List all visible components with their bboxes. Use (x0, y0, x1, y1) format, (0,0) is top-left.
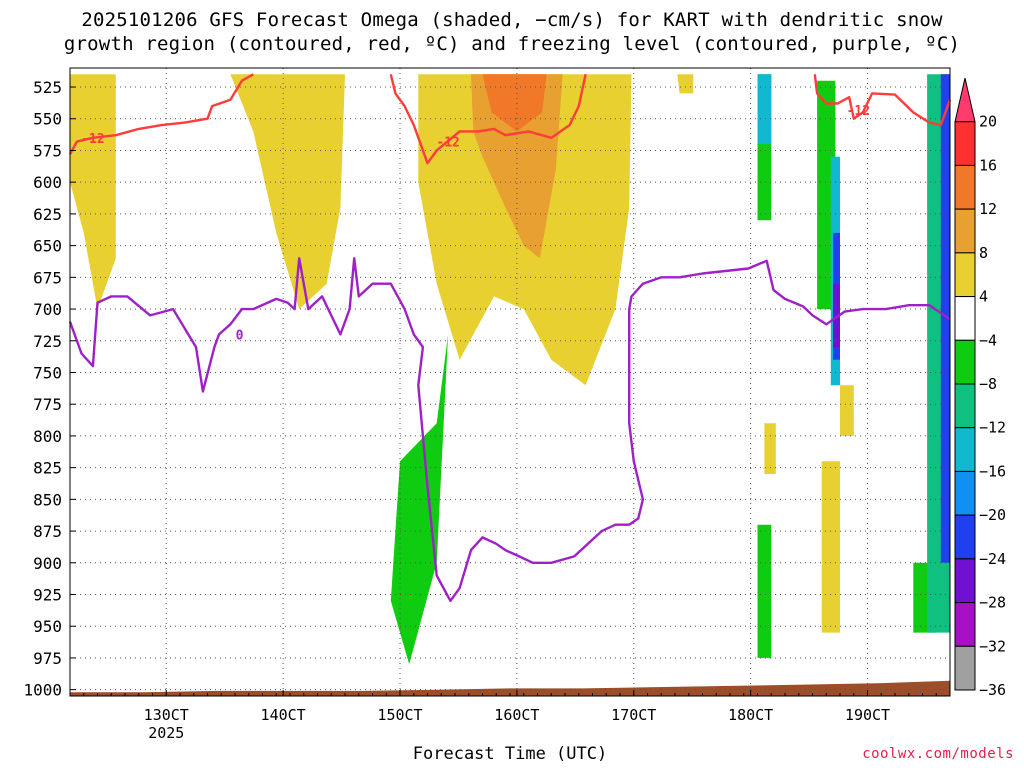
x-tick-label-5: 180CT (728, 706, 773, 724)
colorbar-label-7: −12 (979, 419, 1006, 437)
x-tick-label-3: 160CT (494, 706, 539, 724)
y-tick-label-600: 600 (33, 173, 62, 192)
colorbar-box-2 (954, 164, 976, 210)
y-tick-label-925: 925 (33, 586, 62, 605)
x-tick-label-1: 140CT (261, 706, 306, 724)
y-tick-label-700: 700 (33, 300, 62, 319)
y-tick-label-650: 650 (33, 237, 62, 256)
freezing-contour-label-0: 0 (236, 328, 244, 343)
colorbar: 20 16 12 8 4 −4 −8 −12 −16 −20 −24 −28 −32 −36 (954, 77, 1006, 699)
title-line-2: growth region (contoured, red, ºC) and f… (63, 33, 961, 55)
colorbar-box-12 (954, 602, 976, 647)
colorbar-label-13: −36 (979, 681, 1006, 699)
dgz-contour-line-1 (389, 74, 587, 165)
dgz-contour-label-0: -12 (81, 132, 104, 147)
x-tick-label-4: 170CT (611, 706, 656, 724)
omega-region-4 (482, 74, 547, 132)
colorbar-box-8 (954, 427, 976, 472)
dgz-contour-line-2 (813, 74, 952, 127)
colorbar-label-1: 16 (979, 156, 997, 174)
colorbar-label-12: −32 (979, 637, 1006, 655)
colorbar-box-7 (954, 383, 976, 429)
colorbar-box-13 (954, 645, 976, 691)
y-tick-label-875: 875 (33, 522, 62, 541)
omega-region-9 (390, 334, 449, 665)
omega-region-3 (471, 74, 563, 259)
y-tick-label-1000: 1000 (23, 681, 62, 700)
omega-region-0 (70, 74, 116, 310)
y-tick-label-675: 675 (33, 268, 62, 287)
colorbar-box-3 (954, 208, 976, 254)
omega-region-8 (840, 385, 854, 436)
colorbar-box-4 (954, 252, 976, 298)
x-tick-label-0: 130CT (144, 706, 189, 724)
colorbar-box-6 (954, 339, 976, 385)
dgz-contour-line-0 (68, 73, 254, 155)
colorbar-label-4: 4 (979, 288, 988, 306)
colorbar-box-11 (954, 558, 976, 604)
y-tick-label-575: 575 (33, 141, 62, 160)
y-tick-label-625: 625 (33, 205, 62, 224)
colorbar-box-1 (954, 121, 976, 166)
dgz-contour-label-2: -12 (847, 104, 870, 119)
omega-region-15 (757, 74, 772, 145)
title-line-1: 2025101206 GFS Forecast Omega (shaded, −… (81, 9, 943, 31)
colorbar-label-5: −4 (979, 331, 997, 349)
colorbar-label-2: 12 (979, 200, 997, 218)
colorbar-label-10: −24 (979, 550, 1006, 568)
y-tick-label-950: 950 (33, 617, 62, 636)
omega-region-6 (764, 423, 776, 474)
dgz-contour-label-1: -12 (436, 136, 459, 151)
colorbar-top-triangle (954, 77, 976, 123)
chart-title: 2025101206 GFS Forecast Omega (shaded, −… (0, 8, 1024, 56)
colorbar-label-9: −20 (979, 506, 1006, 524)
y-tick-label-975: 975 (33, 649, 62, 668)
freezing-contour-line-0 (68, 257, 951, 602)
y-tick-label-725: 725 (33, 332, 62, 351)
grid-lines (70, 68, 950, 696)
y-tick-label-750: 750 (33, 363, 62, 382)
credit-link[interactable]: coolwx.com/models (862, 746, 1014, 762)
dendritic-growth-contours: -12 -12 -12 (68, 73, 952, 165)
omega-region-18 (940, 74, 950, 563)
colorbar-box-5 (954, 296, 976, 341)
colorbar-label-3: 8 (979, 244, 988, 262)
omega-region-7 (821, 461, 840, 633)
y-tick-label-800: 800 (33, 427, 62, 446)
colorbar-label-6: −8 (979, 375, 997, 393)
colorbar-label-11: −28 (979, 594, 1006, 612)
y-tick-label-550: 550 (33, 110, 62, 129)
omega-shading (70, 74, 950, 665)
y-tick-label-825: 825 (33, 459, 62, 478)
y-tick-label-775: 775 (33, 395, 62, 414)
omega-region-19 (833, 283, 840, 348)
omega-region-12 (757, 524, 772, 658)
x-axis-label: Forecast Time (UTC) (412, 744, 608, 764)
x-tick-label-2: 150CT (377, 706, 422, 724)
x-tick-label-6: 190CT (845, 706, 890, 724)
colorbar-box-10 (954, 514, 976, 560)
omega-region-1 (230, 74, 345, 310)
freezing-level-contours: 0 (68, 257, 951, 602)
terrain-polygon (70, 680, 950, 696)
colorbar-label-8: −16 (979, 462, 1006, 480)
terrain-fill (70, 680, 950, 696)
x-tick-sublabel-0: 2025 (148, 724, 184, 742)
y-tick-label-900: 900 (33, 554, 62, 573)
omega-region-5 (677, 74, 694, 94)
y-axis-pressure: 525 550 575 600 625 650 675 700 725 750 775 800 825 8… (23, 78, 76, 700)
colorbar-label-0: 20 (979, 113, 997, 131)
y-tick-label-525: 525 (33, 78, 62, 97)
colorbar-box-9 (954, 470, 976, 516)
y-tick-label-850: 850 (33, 490, 62, 509)
